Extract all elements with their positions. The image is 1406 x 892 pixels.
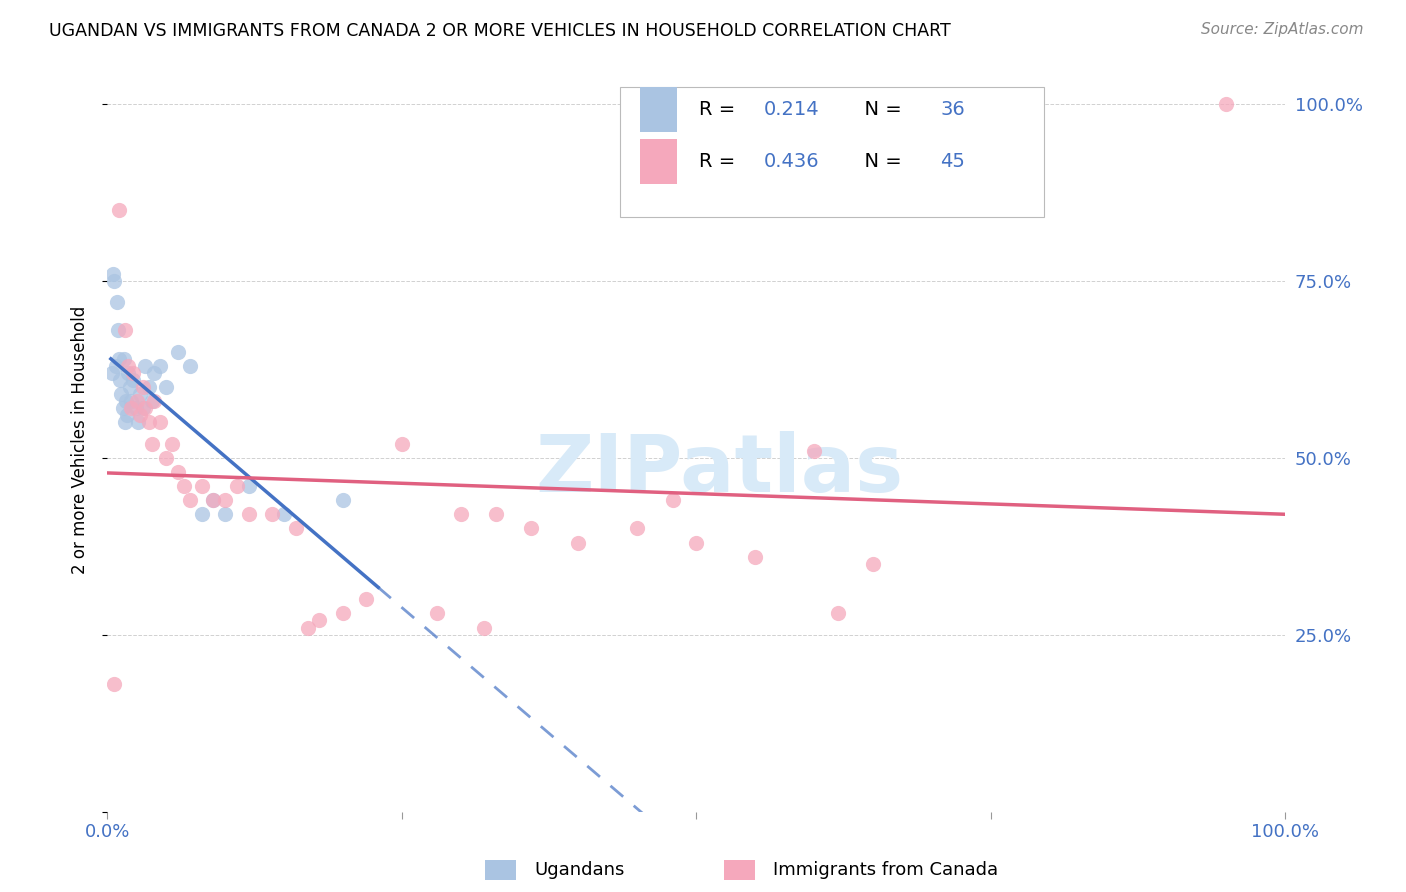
Point (108, 202, 131, 217)
Point (214, 508, 236, 522)
Point (105, 295, 128, 310)
Point (111, 401, 134, 416)
Point (190, 508, 212, 522)
Point (138, 415, 160, 429)
Point (238, 479, 260, 493)
FancyBboxPatch shape (640, 87, 678, 132)
Point (238, 508, 260, 522)
Point (803, 443, 825, 458)
Point (744, 549, 766, 564)
Point (567, 535, 589, 549)
Text: Source: ZipAtlas.com: Source: ZipAtlas.com (1201, 22, 1364, 37)
Point (101, 366, 124, 380)
Point (149, 359, 172, 373)
Point (103, 267, 125, 281)
Point (110, 373, 132, 387)
Point (167, 344, 190, 359)
Point (129, 387, 152, 401)
Point (149, 415, 172, 429)
Point (103, 274, 125, 288)
Point (190, 479, 212, 493)
Point (122, 373, 145, 387)
Point (472, 621, 495, 635)
Text: N =: N = (852, 100, 908, 119)
Point (131, 380, 153, 394)
Point (827, 607, 849, 621)
Point (284, 521, 307, 535)
Point (179, 493, 201, 508)
Point (862, 557, 884, 571)
Point (225, 479, 247, 493)
Point (107, 323, 129, 337)
Point (273, 508, 295, 522)
Point (426, 607, 449, 621)
Point (308, 614, 330, 628)
Point (115, 394, 138, 409)
Text: Immigrants from Canada: Immigrants from Canada (773, 861, 998, 879)
Point (1215, 96, 1237, 111)
Point (485, 508, 508, 522)
Point (179, 359, 201, 373)
Text: 36: 36 (941, 100, 965, 119)
Point (262, 508, 284, 522)
Point (661, 493, 683, 508)
Point (626, 521, 648, 535)
Point (114, 415, 136, 429)
Point (520, 521, 543, 535)
Point (141, 436, 163, 450)
Point (114, 323, 136, 337)
Point (103, 677, 125, 691)
Point (108, 351, 131, 366)
Point (155, 380, 177, 394)
Point (202, 493, 225, 508)
Text: UGANDAN VS IMMIGRANTS FROM CANADA 2 OR MORE VEHICLES IN HOUSEHOLD CORRELATION CH: UGANDAN VS IMMIGRANTS FROM CANADA 2 OR M… (49, 22, 950, 40)
Point (160, 436, 183, 450)
Point (143, 366, 166, 380)
Point (202, 493, 225, 508)
Point (450, 508, 472, 522)
Point (685, 535, 707, 549)
Point (143, 394, 166, 409)
Point (104, 359, 127, 373)
FancyBboxPatch shape (620, 87, 1043, 217)
Point (112, 351, 135, 366)
Text: 0.436: 0.436 (763, 152, 818, 171)
Point (297, 621, 319, 635)
Point (134, 359, 156, 373)
Point (117, 359, 139, 373)
Point (332, 607, 354, 621)
Point (173, 479, 195, 493)
Text: R =: R = (699, 152, 741, 171)
Text: 45: 45 (941, 152, 965, 171)
Point (356, 592, 378, 607)
Point (141, 394, 163, 409)
Point (120, 401, 142, 416)
Point (129, 409, 152, 423)
Point (118, 380, 141, 394)
Text: R =: R = (699, 100, 741, 119)
Point (117, 366, 139, 380)
Point (214, 493, 236, 508)
Text: Ugandans: Ugandans (534, 861, 624, 879)
Text: 0.214: 0.214 (763, 100, 818, 119)
Text: N =: N = (852, 152, 908, 171)
Point (138, 380, 160, 394)
Point (332, 493, 354, 508)
FancyBboxPatch shape (640, 139, 678, 184)
Point (391, 436, 413, 450)
Y-axis label: 2 or more Vehicles in Household: 2 or more Vehicles in Household (72, 306, 89, 574)
Point (167, 465, 190, 479)
Point (124, 401, 146, 416)
Point (110, 387, 132, 401)
Point (127, 415, 149, 429)
Point (120, 394, 142, 409)
Point (134, 401, 156, 416)
Point (122, 366, 145, 380)
Point (131, 401, 153, 416)
Point (125, 394, 148, 409)
Point (117, 409, 139, 423)
Text: ZIPatlas: ZIPatlas (536, 431, 904, 508)
Point (155, 450, 177, 465)
